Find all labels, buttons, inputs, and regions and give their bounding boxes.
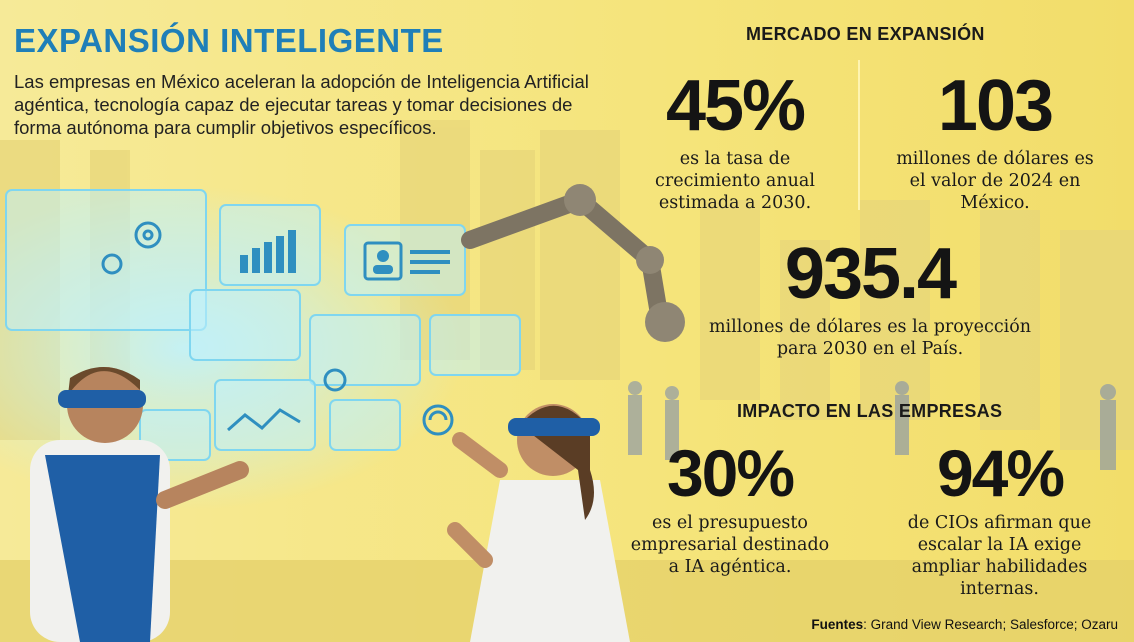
stat-growth-rate: 45% es la tasa de crecimiento anual esti… (620, 70, 850, 214)
background-workers (628, 381, 1116, 470)
user-card-icon (363, 241, 450, 281)
stat-value: 94% (936, 436, 1065, 510)
stat-projection-2030: 935.4 millones de dólares es la proyecci… (690, 238, 1050, 360)
man-with-vr-glasses (30, 366, 249, 642)
stat-value-2024: 103 millones de dólares es el valor de 2… (880, 70, 1110, 214)
sources-text: : Grand View Research; Salesforce; Ozaru (863, 617, 1118, 632)
bar-chart-icon (240, 230, 296, 273)
divider-vertical (858, 60, 860, 210)
market-heading: MERCADO EN EXPANSIÓN (746, 24, 985, 44)
stat-cios: 94% de CIOs afirman que escalar la IA ex… (880, 440, 1120, 600)
stat-description: millones de dólares es el valor de 2024 … (896, 149, 1094, 213)
stat-value: 45% (665, 66, 806, 146)
page-title: EXPANSIÓN INTELIGENTE (14, 22, 444, 59)
stat-value: 935.4 (784, 234, 957, 314)
gear-icon (101, 221, 347, 392)
stat-value: 103 (937, 66, 1054, 146)
woman-with-vr-glasses (447, 404, 630, 642)
line-chart-icon (227, 408, 301, 432)
stat-description: millones de dólares es la proyección par… (708, 317, 1032, 359)
sources-footer: Fuentes: Grand View Research; Salesforce… (811, 617, 1118, 632)
stat-description: es el presupuesto empresarial destinado … (630, 513, 830, 577)
robot-arm (461, 189, 669, 329)
sources-label: Fuentes (811, 617, 864, 632)
stat-description: de CIOs afirman que escalar la IA exige … (907, 513, 1092, 599)
stat-value: 30% (666, 436, 795, 510)
intro-paragraph: Las empresas en México aceleran la adopc… (14, 71, 589, 138)
wifi-icon (422, 404, 454, 436)
impact-heading: IMPACTO EN LAS EMPRESAS (737, 401, 1003, 421)
stat-description: es la tasa de crecimiento anual estimada… (655, 149, 815, 213)
robot-arm-joints (564, 184, 685, 342)
stat-budget: 30% es el presupuesto empresarial destin… (610, 440, 850, 578)
